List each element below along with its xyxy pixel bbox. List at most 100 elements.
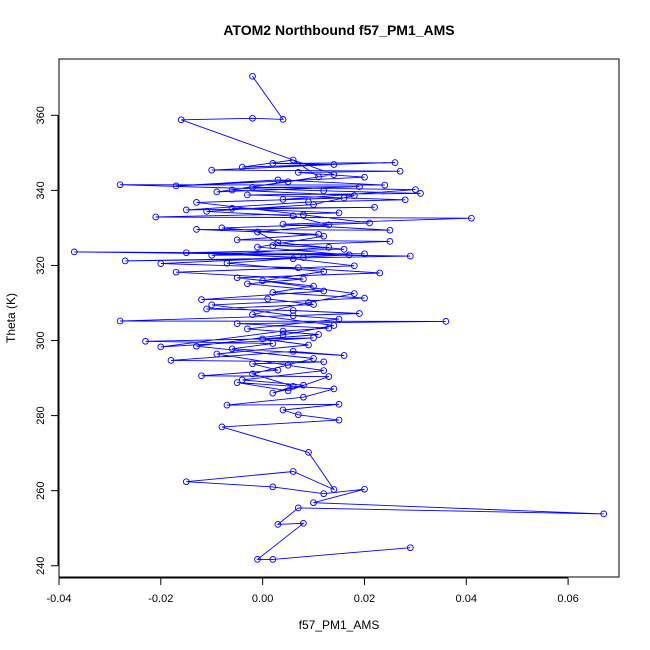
data-point [269, 389, 277, 397]
data-point [208, 301, 216, 309]
data-point [274, 521, 282, 528]
data-point [320, 268, 328, 275]
data-point [152, 213, 160, 221]
data-point [279, 331, 287, 339]
data-point [412, 186, 419, 193]
data-point [228, 345, 236, 353]
data-point [320, 358, 328, 366]
data-point [269, 483, 277, 491]
data-point [396, 167, 404, 175]
x-tick-label: -0.02 [148, 593, 173, 605]
data-point [300, 393, 307, 401]
data-point [305, 299, 312, 306]
data-point [279, 406, 287, 414]
data-point [406, 252, 414, 260]
data-point [223, 401, 231, 409]
data-point [172, 268, 180, 276]
data-point [325, 373, 333, 380]
data-point [300, 519, 307, 527]
data-point [325, 324, 333, 332]
data-point [310, 201, 317, 208]
data-point [198, 372, 205, 380]
data-point [345, 251, 353, 259]
data-point [142, 337, 149, 345]
data-point [315, 331, 322, 338]
data-point [300, 254, 307, 261]
data-point [264, 295, 272, 303]
data-point [269, 556, 277, 563]
data-point [228, 205, 236, 212]
data-point [249, 72, 256, 80]
data-point [249, 311, 256, 318]
data-point [350, 262, 358, 270]
data-point [381, 181, 389, 189]
data-point [203, 208, 210, 215]
x-tick-label: 0.04 [456, 593, 477, 605]
data-point [193, 342, 200, 350]
data-point [320, 232, 328, 240]
data-point [300, 211, 307, 219]
data-point [335, 209, 343, 217]
data-point [284, 178, 292, 186]
y-tick-label: 260 [35, 481, 47, 499]
data-point [284, 361, 292, 369]
data-point [182, 249, 190, 257]
y-axis-label: Theta (K) [4, 293, 18, 343]
data-point [361, 485, 368, 493]
y-tick-label: 240 [35, 557, 47, 575]
data-point [310, 355, 317, 362]
data-point [203, 305, 210, 313]
data-point [279, 327, 287, 335]
data-point [386, 226, 394, 234]
y-tick-label: 340 [35, 181, 47, 199]
data-point [274, 239, 282, 246]
data-point [198, 296, 205, 303]
chart-title: ATOM2 Northbound f57_PM1_AMS [223, 22, 454, 38]
data-point [330, 171, 338, 178]
data-point [238, 163, 246, 171]
data-point [213, 188, 221, 196]
data-point [600, 510, 608, 518]
data-point [249, 184, 256, 191]
data-point [325, 221, 333, 229]
data-point [294, 264, 302, 272]
data-point [406, 544, 414, 552]
data-point [233, 274, 241, 282]
data-point [289, 307, 297, 314]
data-point [218, 224, 226, 232]
data-point [310, 499, 317, 507]
data-point [238, 376, 246, 384]
data-point [244, 325, 251, 333]
data-point [254, 243, 261, 251]
x-tick-label: 0.06 [557, 593, 578, 605]
data-point [269, 340, 277, 347]
data-point [289, 156, 297, 164]
data-point [254, 228, 261, 236]
data-point [116, 181, 124, 189]
data-point [361, 294, 368, 302]
data-point [320, 287, 328, 295]
data-point [361, 173, 368, 181]
data-point [340, 194, 348, 202]
data-point [335, 416, 343, 424]
data-point [330, 486, 338, 493]
data-point [172, 182, 180, 190]
data-point [356, 310, 363, 317]
data-point [279, 196, 287, 203]
y-tick-label: 300 [35, 331, 47, 349]
x-tick-label: 0.00 [252, 593, 273, 605]
data-point [325, 244, 333, 251]
data-point [305, 449, 312, 456]
data-point [391, 159, 399, 166]
x-axis: -0.04 -0.02 0.00 0.02 0.04 0.06 [46, 577, 579, 605]
data-point [279, 220, 287, 228]
data-point [417, 190, 424, 197]
data-point [442, 318, 450, 325]
data-point [289, 255, 297, 263]
data-point [376, 269, 384, 277]
data-point [182, 478, 190, 486]
data-point [294, 411, 302, 419]
data-point [70, 248, 78, 256]
data-point [121, 257, 129, 265]
